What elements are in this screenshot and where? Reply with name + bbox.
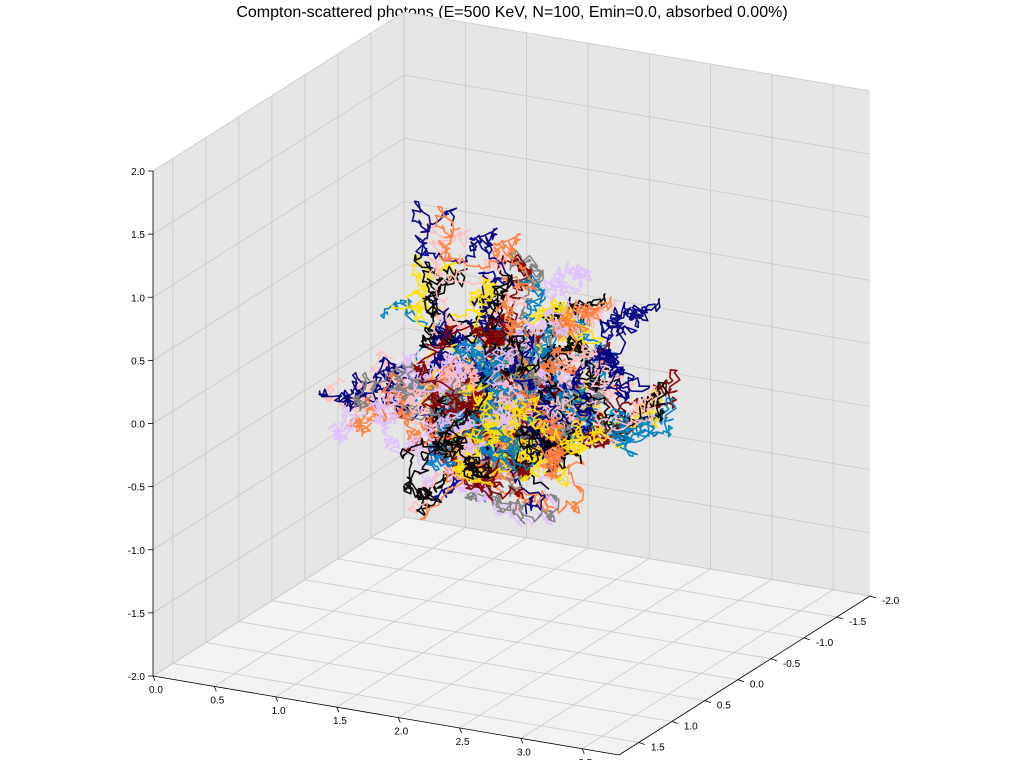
- grid-line: [172, 663, 639, 743]
- photon-track: [498, 342, 635, 431]
- y-tick-mark: [704, 700, 711, 703]
- y-axis-line: [618, 595, 871, 756]
- grid-line: [152, 453, 405, 614]
- grid-line: [238, 621, 705, 701]
- x-tick-mark: [275, 696, 279, 702]
- y-tick-label: 1.5: [651, 742, 665, 753]
- photon-track: [452, 340, 535, 454]
- z-tick-label: 0.0: [131, 420, 145, 431]
- y-tick-label: -1.5: [849, 617, 867, 628]
- grid-line: [370, 537, 838, 618]
- grid-line: [275, 537, 527, 698]
- grid-line: [205, 642, 672, 722]
- y-tick-mark: [770, 658, 778, 662]
- grid-line: [271, 600, 738, 681]
- photon-track: [411, 200, 516, 372]
- z-tick-label: 2.0: [131, 167, 145, 178]
- x-tick-label: 1.0: [272, 706, 286, 717]
- z-tick-label: -2.0: [128, 672, 146, 683]
- grid-line: [152, 137, 405, 298]
- grid-line: [398, 558, 650, 718]
- z-tick-label: 1.5: [131, 230, 145, 241]
- z-tick-label: -0.5: [128, 483, 146, 494]
- x-tick-mark: [459, 727, 462, 734]
- x-tick-mark: [397, 717, 401, 723]
- y-tick-label: -0.5: [783, 659, 801, 670]
- grid-line: [520, 579, 773, 739]
- y-tick-label: -2.0: [882, 596, 900, 607]
- grid-line: [152, 516, 405, 677]
- x-tick-label: 3.5: [578, 758, 592, 760]
- z-tick-label: -1.5: [128, 609, 146, 620]
- x-tick-label: 0.5: [210, 695, 224, 706]
- y-tick-label: 0.0: [750, 680, 764, 691]
- grid-lines: [152, 11, 871, 750]
- grid-line: [152, 264, 405, 424]
- photon-tracks: [318, 200, 681, 528]
- grid-line: [403, 516, 871, 597]
- y-tick-label: 1.0: [684, 722, 698, 733]
- grid-line: [459, 568, 711, 729]
- y-tick-mark: [638, 742, 645, 745]
- chart-title: Compton-scattered photons (E=500 KeV, N=…: [236, 4, 788, 21]
- grid-line: [403, 200, 871, 281]
- grid-line: [336, 547, 589, 708]
- z-tick-label: 0.5: [131, 356, 145, 367]
- floor-pane: [153, 517, 870, 755]
- y-tick-mark: [869, 595, 877, 599]
- grid-line: [337, 558, 805, 639]
- x-tick-mark: [336, 707, 340, 713]
- y-tick-mark: [803, 637, 811, 641]
- grid-line: [403, 11, 871, 92]
- y-tick-label: -1.0: [816, 638, 834, 649]
- grid-line: [152, 390, 405, 551]
- grid-line: [152, 327, 405, 487]
- photon-track: [467, 382, 609, 456]
- z-tick-label: -1.0: [128, 546, 146, 557]
- photon-track: [399, 392, 493, 504]
- grid-line: [304, 579, 771, 660]
- photon-track: [503, 385, 569, 481]
- y-tick-mark: [836, 616, 844, 620]
- photon-track: [513, 344, 651, 433]
- grid-line: [152, 11, 405, 172]
- photon-track: [434, 205, 539, 386]
- y-tick-mark: [671, 721, 678, 724]
- grid-line: [214, 527, 466, 687]
- x-tick-label: 0.0: [149, 685, 163, 696]
- grid-line: [403, 74, 871, 155]
- x-tick-mark: [213, 686, 217, 692]
- x-tick-label: 1.5: [333, 716, 347, 727]
- x-tick-label: 3.0: [517, 747, 531, 758]
- z-tick-label: 1.0: [131, 293, 145, 304]
- photon-track: [459, 260, 593, 365]
- grid-line: [152, 201, 405, 361]
- x-tick-label: 2.5: [456, 737, 470, 748]
- y-tick-mark: [737, 679, 745, 683]
- x-tick-mark: [152, 675, 156, 682]
- grid-line: [403, 137, 871, 218]
- x-tick-label: 2.0: [394, 727, 408, 738]
- tick-labels: 0.0 0.5 1.0 1.5 2.0 2.5 3.0 3.5 -2.0 -1.5 -1.0 -0.5…: [128, 167, 900, 760]
- x-axis-line: [152, 675, 620, 756]
- x-tick-mark: [581, 748, 585, 754]
- grid-line: [581, 589, 834, 750]
- x-tick-mark: [520, 738, 524, 744]
- y-tick-label: 0.5: [717, 701, 731, 712]
- grid-line: [152, 74, 405, 235]
